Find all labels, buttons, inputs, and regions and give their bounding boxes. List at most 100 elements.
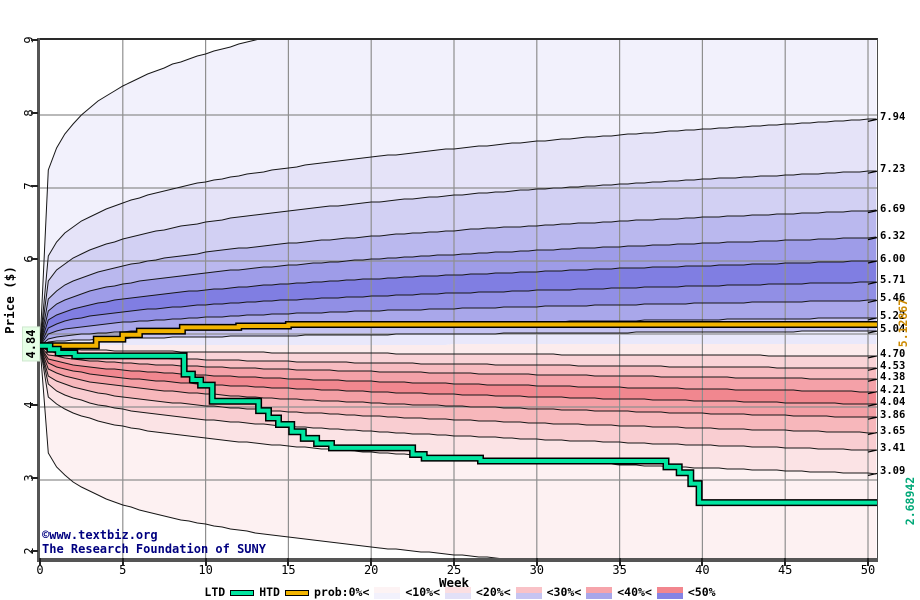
right-tick-mark <box>867 281 877 285</box>
x-tick-mark <box>287 558 290 566</box>
right-axis-label: 4.38 <box>880 371 906 384</box>
probability-band <box>40 346 877 368</box>
band-boundary-line <box>40 260 877 347</box>
right-axis-label: 3.09 <box>880 465 906 478</box>
probability-band <box>40 346 877 379</box>
right-tick-mark <box>867 449 877 453</box>
probability-band <box>40 171 877 346</box>
right-axis-label: 6.69 <box>880 202 906 215</box>
legend-swatch-red-half <box>586 586 613 593</box>
x-axis-title: Week <box>438 575 470 590</box>
watermark-url: ©www.textbiz.org <box>42 528 158 542</box>
probability-band <box>40 119 877 346</box>
band-boundary-line <box>40 345 877 405</box>
y-tick-mark <box>31 550 38 552</box>
legend-swatch-red-half <box>445 586 471 593</box>
y-tick-mark <box>31 39 38 41</box>
right-tick-mark <box>867 210 877 214</box>
legend-ltd-swatch <box>230 589 255 596</box>
y-tick-mark <box>31 258 38 260</box>
legend-prob-label: <50% <box>687 585 716 599</box>
right-axis-label: 7.23 <box>880 163 906 176</box>
probability-band <box>40 40 877 346</box>
legend: LTD HTD prob:0%< <10%< <20%< <30%< <40%< <50% <box>0 586 920 599</box>
legend-swatch-blue-half <box>374 592 401 599</box>
x-tick-label: 45 <box>777 563 793 577</box>
band-boundary-line <box>40 236 877 347</box>
right-tick-mark <box>867 431 877 436</box>
legend-swatch-blue-half <box>586 592 613 599</box>
probability-band <box>40 344 877 356</box>
x-tick-label: 0 <box>36 563 44 577</box>
band-boundary-line <box>40 281 877 347</box>
band-boundary-line <box>40 345 877 357</box>
probability-band <box>40 346 877 433</box>
band-boundary-line <box>40 345 877 380</box>
right-tick-mark <box>867 367 877 371</box>
band-boundary-line <box>40 345 877 393</box>
x-tick-mark <box>370 558 373 566</box>
probability-band <box>40 346 877 560</box>
htd-final-value-label: 5.12867 <box>896 298 910 347</box>
band-boundary-line <box>40 209 877 347</box>
legend-prob-label: <40%< <box>617 585 652 599</box>
probability-band <box>40 346 877 392</box>
x-tick-label: 40 <box>695 563 710 577</box>
right-axis-label: 4.21 <box>880 383 906 396</box>
y-tick-mark <box>31 477 38 479</box>
band-boundary-line <box>40 345 877 434</box>
x-tick-label: 20 <box>363 563 379 577</box>
legend-swatch-red-half <box>374 586 401 593</box>
legend-swatch-red-half <box>656 586 683 593</box>
x-tick-label: 30 <box>529 563 545 577</box>
probability-band <box>40 331 877 346</box>
ltd-line <box>40 343 877 505</box>
band-boundary-line <box>40 299 877 347</box>
y-tick-mark <box>31 185 38 187</box>
right-axis-label: 5.22 <box>880 309 906 322</box>
x-tick-label: 50 <box>860 563 876 577</box>
right-tick-mark <box>867 299 877 304</box>
x-tick-label: 35 <box>612 563 627 577</box>
right-tick-mark <box>867 378 877 382</box>
x-tick-label: 5 <box>119 563 127 577</box>
plot-area <box>40 38 878 560</box>
right-tick-mark <box>867 170 877 174</box>
right-axis-label: 4.53 <box>880 360 906 373</box>
right-axis-label: 5.71 <box>880 274 906 287</box>
x-tick-mark <box>867 558 869 566</box>
legend-band-swatch <box>586 586 613 599</box>
legend-prob-label: <10%< <box>405 585 440 599</box>
right-tick-mark <box>867 330 877 334</box>
right-axis-label: 7.94 <box>880 111 906 124</box>
x-tick-label: 15 <box>281 563 296 577</box>
probability-band <box>40 261 877 346</box>
right-axis-label: 4.70 <box>880 347 906 360</box>
band-boundary-line <box>40 345 877 451</box>
right-axis-label: 4.04 <box>880 396 906 409</box>
legend-htd-label: HTD <box>259 585 280 599</box>
legend-ltd-label: LTD <box>204 585 226 599</box>
right-tick-mark <box>867 118 877 122</box>
x-tick-mark <box>784 558 787 566</box>
x-tick-mark <box>121 558 124 566</box>
legend-swatch-blue-half <box>656 592 683 599</box>
start-price-label: 4.84 <box>22 326 40 362</box>
right-tick-mark <box>867 317 877 321</box>
x-tick-mark <box>618 558 621 566</box>
right-tick-mark <box>867 260 877 264</box>
legend-band-swatch <box>656 586 683 599</box>
probability-band <box>40 346 877 450</box>
legend-band-swatch <box>515 586 542 599</box>
y-axis-line <box>37 38 40 562</box>
x-tick-mark <box>535 558 538 566</box>
watermark-org: The Research Foundation of SUNY <box>42 541 266 556</box>
y-axis-title: Price ($) <box>2 266 17 334</box>
legend-band-swatch <box>445 586 471 599</box>
right-tick-mark <box>867 355 877 359</box>
htd-line <box>40 322 877 348</box>
fan-chart-canvas <box>40 40 877 560</box>
legend-prob-label: prob:0%< <box>313 585 370 599</box>
right-tick-mark <box>867 391 877 395</box>
